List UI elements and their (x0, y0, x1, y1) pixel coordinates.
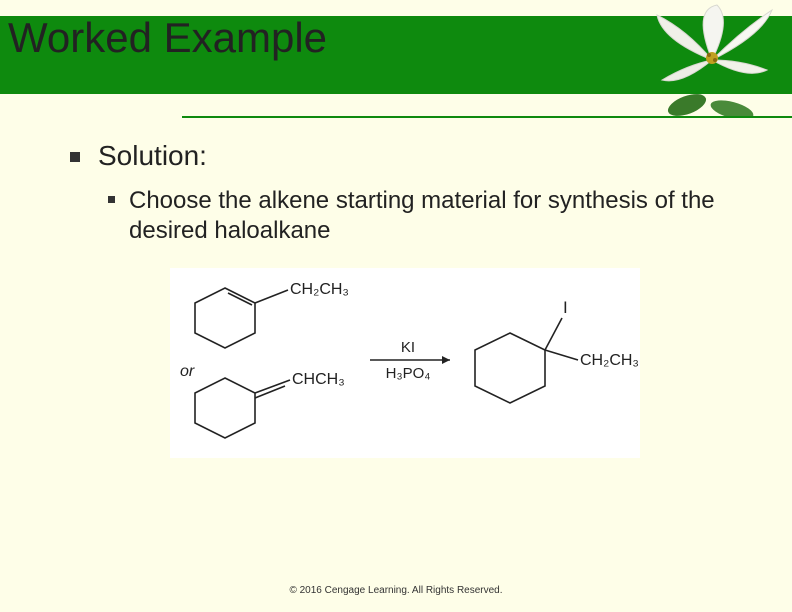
product: I CH₂CH₃ (475, 298, 639, 403)
solution-text: Choose the alkene starting material for … (129, 186, 752, 246)
reactant-top-label: CH₂CH₃ (290, 281, 349, 298)
copyright-footer: © 2016 Cengage Learning. All Rights Rese… (0, 585, 792, 596)
reactant-bottom-label: CHCH₃ (292, 371, 345, 388)
solution-heading: Solution: (98, 140, 207, 172)
product-iodine: I (563, 298, 568, 317)
reagent-top: KI (401, 339, 415, 356)
bullet-level2-row: Choose the alkene starting material for … (108, 186, 752, 246)
chemistry-svg: CH₂CH₃ or CHCH₃ KI H₃PO₄ I CH₂CH₃ (170, 268, 640, 458)
reactant-top: CH₂CH₃ (195, 281, 349, 348)
flower-decoration (632, 0, 782, 118)
or-label: or (180, 363, 195, 380)
bullet-level1-row: Solution: (70, 140, 752, 172)
chemistry-figure: CH₂CH₃ or CHCH₃ KI H₃PO₄ I CH₂CH₃ (170, 268, 640, 458)
product-ethyl: CH₂CH₃ (580, 352, 639, 369)
content-area: Solution: Choose the alkene starting mat… (70, 140, 752, 246)
reaction-arrow: KI H₃PO₄ (370, 339, 450, 382)
header-underline (182, 116, 792, 118)
bullet-square-icon (70, 152, 80, 162)
reagent-bottom: H₃PO₄ (386, 365, 431, 382)
bullet-square-small-icon (108, 196, 115, 203)
slide-title: Worked Example (8, 14, 327, 62)
slide-header: Worked Example (0, 0, 792, 110)
reactant-bottom: CHCH₃ (195, 371, 345, 438)
